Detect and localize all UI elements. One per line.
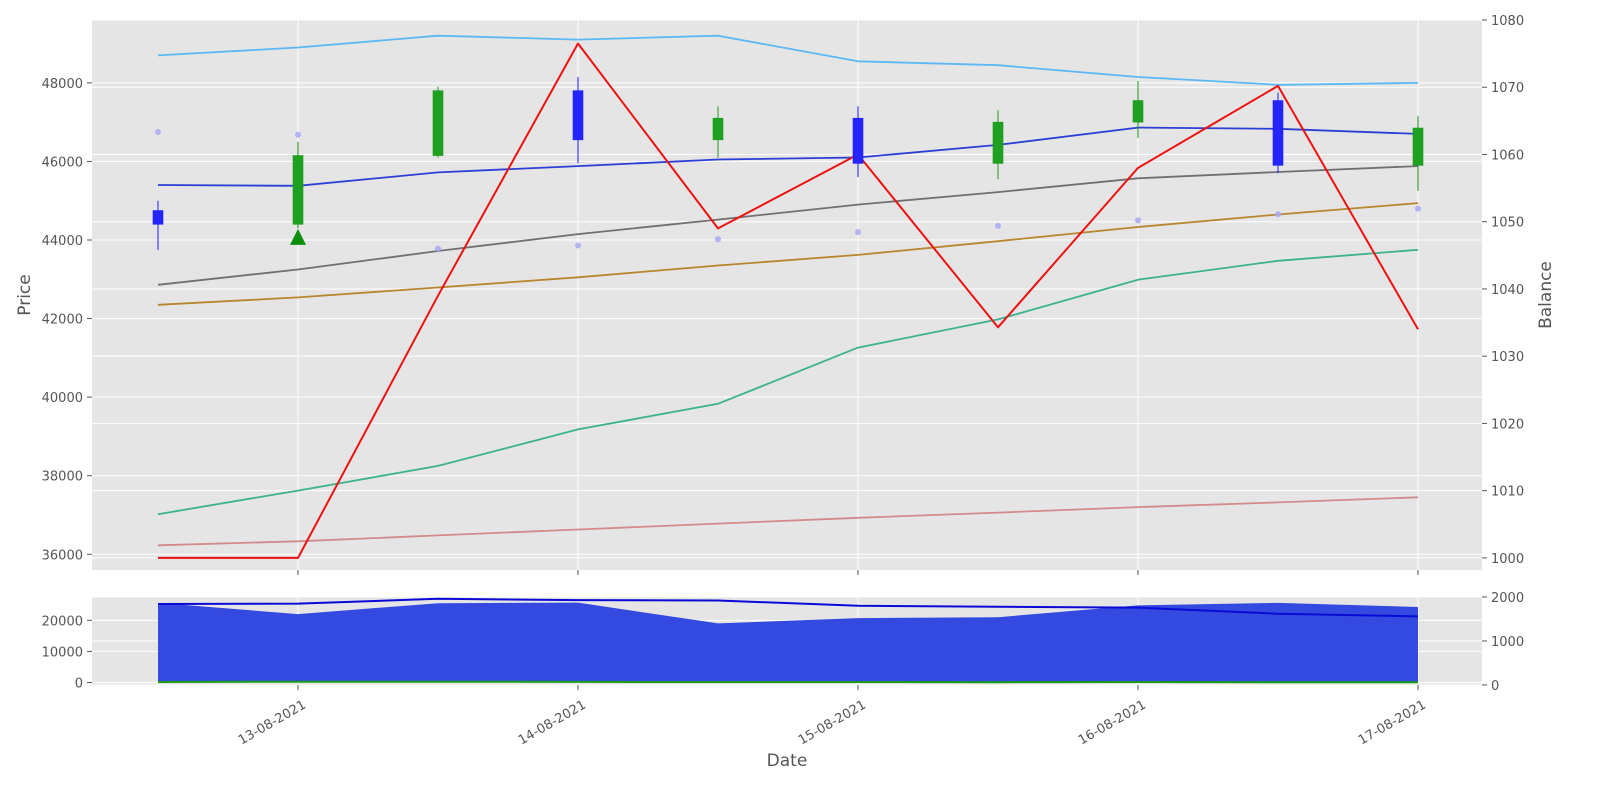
price-scatter-point [995, 222, 1001, 229]
balance-tick-label: 1020 [1491, 417, 1524, 432]
price-indicator-line [157, 248, 1419, 516]
price-indicator-line [157, 34, 1419, 86]
balance-axis-label: Balance [1536, 261, 1556, 329]
bullish-candle [292, 155, 304, 225]
price-panel-candles [152, 76, 1424, 250]
date-axis-label: Date [767, 751, 808, 771]
volume-right-axis-line [157, 597, 1419, 618]
buy-signal-marker [290, 228, 306, 245]
volume-right-tick-label: 2000 [1491, 591, 1524, 606]
balance-tick-label: 1040 [1491, 283, 1524, 298]
balance-line [158, 42, 1419, 559]
volume-panel-marks [157, 597, 1419, 684]
price-panel-markers [290, 228, 306, 245]
balance-tick-label: 1080 [1491, 14, 1524, 29]
price-scatter-point [155, 128, 161, 135]
bearish-candle [1272, 100, 1284, 166]
price-tick-label: 40000 [42, 391, 83, 406]
price-axis-label: Price [15, 274, 35, 315]
price-scatter-point [575, 242, 581, 249]
bullish-candle [992, 121, 1004, 164]
bearish-candle [152, 210, 164, 225]
price-scatter-point [715, 236, 721, 243]
balance-tick-label: 1060 [1491, 148, 1524, 163]
price-panel-lines [157, 34, 1419, 559]
volume-area [158, 602, 1418, 683]
price-scatter-point [1275, 211, 1281, 218]
price-tick-label: 42000 [42, 313, 83, 328]
price-tick-label: 36000 [42, 548, 83, 563]
volume-tick-label: 20000 [42, 614, 83, 629]
price-scatter-point [1415, 205, 1421, 212]
balance-tick-label: 1000 [1491, 552, 1524, 567]
price-indicator-line [157, 126, 1419, 187]
price-scatter-point [295, 131, 301, 138]
price-tick-label: 46000 [42, 155, 83, 170]
price-tick-label: 48000 [42, 77, 83, 92]
date-tick-label: 15-08-2021 [796, 698, 869, 749]
date-tick-label: 16-08-2021 [1076, 698, 1149, 749]
bullish-candle [712, 117, 724, 141]
volume-right-tick-label: 1000 [1491, 635, 1524, 650]
price-tick-label: 38000 [42, 470, 83, 485]
price-scatter-point [435, 245, 441, 252]
price-scatter-point [855, 229, 861, 236]
date-tick-label: 13-08-2021 [236, 698, 309, 749]
balance-tick-label: 1070 [1491, 81, 1524, 96]
volume-tick-label: 10000 [42, 645, 83, 660]
price-panel-tick-labels: 36000 38000 40000 42000 44000 46000 48000 1000 1… [42, 14, 1524, 575]
bullish-candle [1412, 127, 1424, 166]
bullish-candle [432, 90, 444, 156]
bullish-candle [1132, 100, 1144, 123]
price-panel-points [155, 128, 1421, 252]
price-indicator-line [157, 202, 1419, 306]
date-tick-label: 17-08-2021 [1356, 698, 1429, 749]
volume-tick-label: 0 [75, 677, 83, 692]
balance-tick-label: 1030 [1491, 350, 1524, 365]
price-tick-label: 44000 [42, 234, 83, 249]
bearish-candle [572, 90, 584, 141]
top-panel-grid [92, 19, 1482, 570]
price-indicator-line [157, 496, 1419, 547]
price-scatter-point [1135, 217, 1141, 224]
volume-right-tick-label: 0 [1491, 679, 1499, 694]
price-indicator-line [157, 165, 1419, 286]
date-tick-label: 14-08-2021 [516, 698, 589, 749]
balance-tick-label: 1050 [1491, 216, 1524, 231]
volume-baseline-line [157, 680, 1418, 684]
bearish-candle [852, 117, 864, 164]
balance-tick-label: 1010 [1491, 485, 1524, 500]
